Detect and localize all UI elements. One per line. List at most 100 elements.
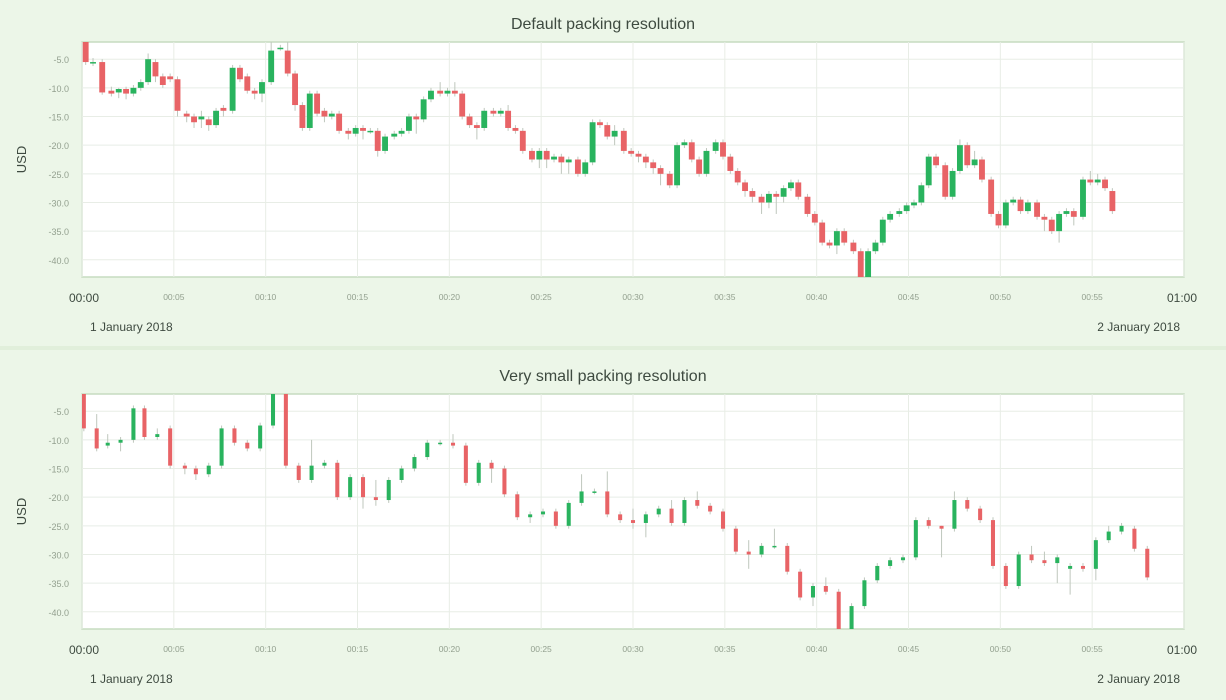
candle-down[interactable] [82, 391, 86, 432]
candle-up[interactable] [386, 477, 391, 503]
candle-up[interactable] [155, 428, 160, 440]
candle-down[interactable] [696, 156, 703, 177]
candle-up[interactable] [1063, 208, 1070, 217]
candle-down[interactable] [823, 577, 828, 595]
candle-down[interactable] [628, 148, 635, 157]
candle-up[interactable] [213, 107, 220, 128]
candle-down[interactable] [926, 517, 931, 529]
candle-down[interactable] [1080, 563, 1086, 572]
candle-down[interactable] [232, 425, 237, 446]
candle-up[interactable] [405, 113, 412, 134]
candle-up[interactable] [528, 511, 533, 523]
candle-up[interactable] [352, 125, 359, 137]
candle-down[interactable] [299, 102, 306, 131]
candle-up[interactable] [198, 110, 205, 128]
candle-up[interactable] [611, 125, 618, 146]
candle-up[interactable] [772, 528, 777, 549]
candle-up[interactable] [911, 199, 917, 209]
candle-down[interactable] [734, 168, 741, 186]
candle-down[interactable] [1109, 188, 1116, 214]
candle-down[interactable] [558, 153, 565, 174]
candle-down[interactable] [237, 64, 243, 83]
candle-down[interactable] [335, 459, 340, 501]
candle-up[interactable] [130, 84, 137, 97]
candle-down[interactable] [749, 188, 756, 203]
candle-up[interactable] [206, 462, 211, 478]
candle-up[interactable] [268, 42, 275, 85]
candle-down[interactable] [182, 462, 187, 475]
candle-down[interactable] [604, 122, 611, 140]
candle-up[interactable] [481, 107, 488, 131]
candle-down[interactable] [642, 153, 649, 169]
candle-up[interactable] [788, 179, 794, 192]
candle-down[interactable] [220, 105, 227, 117]
candle-down[interactable] [99, 59, 106, 95]
candle-down[interactable] [451, 82, 458, 97]
candle-up[interactable] [879, 216, 886, 246]
candle-down[interactable] [374, 127, 381, 157]
candle-up[interactable] [277, 44, 284, 51]
candle-down[interactable] [669, 500, 674, 526]
candle-down[interactable] [836, 588, 841, 629]
candle-down[interactable] [142, 405, 147, 440]
candle-up[interactable] [592, 488, 597, 495]
candle-down[interactable] [244, 73, 251, 94]
candle-up[interactable] [131, 405, 136, 443]
candle-up[interactable] [137, 79, 144, 91]
candle-down[interactable] [321, 107, 328, 123]
candle-down[interactable] [727, 153, 734, 174]
candle-up[interactable] [399, 465, 404, 483]
candle-down[interactable] [620, 127, 627, 154]
candle-down[interactable] [635, 150, 642, 163]
candle-down[interactable] [360, 474, 366, 509]
candle-down[interactable] [168, 425, 173, 469]
candle-up[interactable] [219, 425, 224, 469]
candle-up[interactable] [900, 554, 906, 564]
candle-down[interactable] [758, 193, 765, 214]
candle-up[interactable] [328, 110, 335, 120]
candle-down[interactable] [284, 42, 291, 77]
candle-down[interactable] [688, 139, 695, 163]
candle-up[interactable] [674, 142, 681, 189]
candle-down[interactable] [964, 142, 971, 169]
candle-down[interactable] [193, 465, 198, 480]
candle-down[interactable] [543, 148, 550, 169]
candle-up[interactable] [1106, 525, 1111, 544]
candle-down[interactable] [167, 73, 174, 83]
candle-down[interactable] [965, 497, 970, 512]
candle-down[interactable] [450, 434, 456, 449]
candle-down[interactable] [939, 525, 944, 558]
candle-down[interactable] [1034, 199, 1041, 220]
candle-down[interactable] [733, 525, 738, 555]
candle-down[interactable] [94, 414, 99, 452]
candle-up[interactable] [565, 156, 572, 174]
candle-down[interactable] [245, 439, 250, 452]
candle-down[interactable] [360, 125, 366, 140]
candle-up[interactable] [497, 107, 504, 117]
candle-up[interactable] [875, 563, 880, 584]
candle-down[interactable] [512, 125, 519, 134]
candle-up[interactable] [259, 79, 265, 103]
candle-down[interactable] [152, 59, 159, 83]
candle-down[interactable] [666, 170, 673, 189]
candle-up[interactable] [115, 87, 122, 99]
candle-up[interactable] [270, 391, 276, 429]
candle-down[interactable] [515, 491, 520, 521]
candle-down[interactable] [785, 543, 790, 575]
candle-down[interactable] [1042, 551, 1047, 566]
candle-down[interactable] [82, 39, 89, 65]
candle-down[interactable] [159, 73, 166, 88]
candle-up[interactable] [833, 228, 840, 255]
candle-up[interactable] [398, 127, 405, 137]
candle-down[interactable] [314, 90, 321, 117]
candle-down[interactable] [720, 139, 726, 160]
candle-down[interactable] [174, 76, 181, 117]
candle-up[interactable] [118, 436, 123, 452]
candle-up[interactable] [540, 508, 546, 518]
candle-down[interactable] [296, 462, 301, 483]
candle-down[interactable] [841, 228, 848, 246]
candle-up[interactable] [444, 87, 451, 97]
candle-down[interactable] [826, 239, 833, 249]
candle-down[interactable] [746, 540, 751, 569]
candle-up[interactable] [903, 202, 910, 214]
